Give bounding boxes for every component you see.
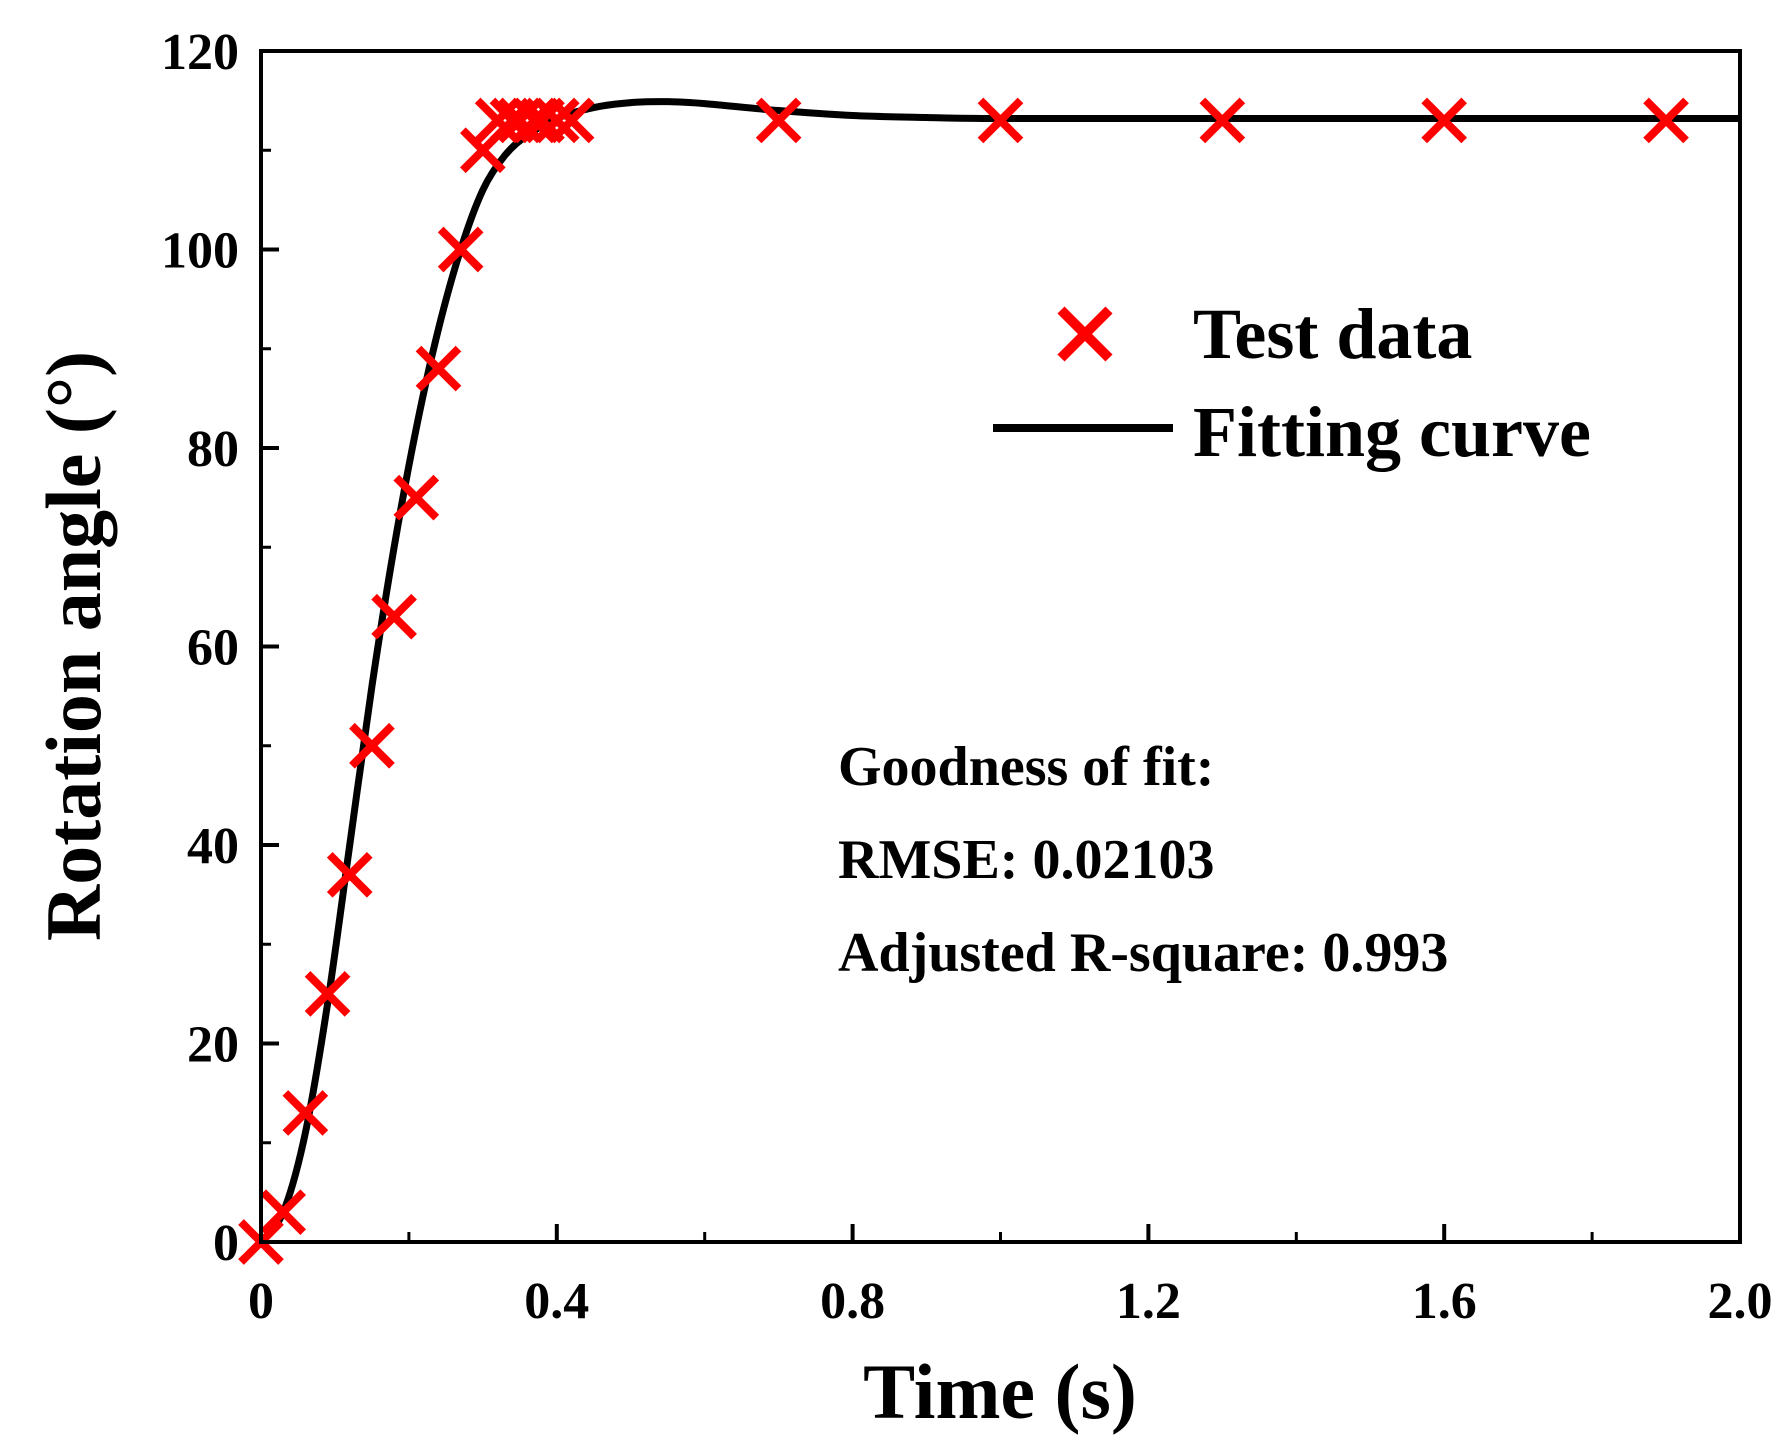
y-tick-label: 80: [187, 421, 239, 478]
test-data-point: [326, 851, 373, 898]
test-data-point: [1199, 97, 1246, 144]
legend-test-data-label: Test data: [1193, 294, 1472, 374]
annotation-goodness-title: Goodness of fit:: [838, 736, 1214, 798]
annotation-rmse: RMSE: 0.02103: [838, 829, 1214, 891]
test-data-point: [977, 97, 1024, 144]
test-data-point: [393, 474, 440, 521]
x-axis-label: Time (s): [863, 1348, 1137, 1435]
x-tick-label: 0: [248, 1273, 274, 1330]
x-tick-label: 1.2: [1116, 1273, 1181, 1330]
test-data-point: [755, 97, 802, 144]
plot-frame: [259, 49, 1742, 1244]
x-tick-label: 0.8: [820, 1273, 885, 1330]
y-tick-label: 120: [161, 24, 239, 81]
fit-curve-layer: [258, 98, 1740, 1245]
legend-fitting-curve-label: Fitting curve: [1193, 392, 1591, 472]
test-data-point: [371, 593, 417, 640]
test-data-point: [260, 1189, 307, 1236]
legend-test-data-marker: [1057, 306, 1113, 362]
test-data-point: [415, 345, 462, 392]
annotation-adjusted-r-square: Adjusted R-square: 0.993: [838, 922, 1448, 984]
axis-ticks: 0 0.4 0.8 1.2 1.6 2.0 0 20 40 60 80 100 120: [161, 24, 1773, 1330]
test-data-point: [533, 97, 580, 144]
y-tick-label: 40: [187, 818, 239, 875]
y-axis-label: Rotation angle (°): [30, 351, 117, 941]
test-data-point: [437, 226, 484, 273]
test-data-point: [1643, 97, 1689, 144]
fitting-curve-line: [258, 98, 1740, 1245]
y-tick-label: 100: [161, 223, 239, 280]
y-tick-label: 20: [187, 1017, 239, 1074]
x-tick-label: 2.0: [1708, 1273, 1773, 1330]
test-data-layer: [238, 97, 1689, 1265]
x-tick-label: 0.4: [524, 1273, 589, 1330]
test-data-point: [282, 1090, 329, 1136]
test-data-point: [304, 971, 351, 1017]
x-tick-label: 1.6: [1412, 1273, 1477, 1330]
legend: Test data Fitting curve: [993, 294, 1591, 472]
test-data-point: [548, 97, 595, 144]
test-data-point: [349, 722, 395, 769]
y-tick-label: 0: [213, 1215, 239, 1272]
y-tick-label: 60: [187, 620, 239, 677]
test-data-point: [1421, 97, 1468, 144]
goodness-of-fit-annotation: Goodness of fit: RMSE: 0.02103 Adjusted …: [838, 736, 1448, 984]
